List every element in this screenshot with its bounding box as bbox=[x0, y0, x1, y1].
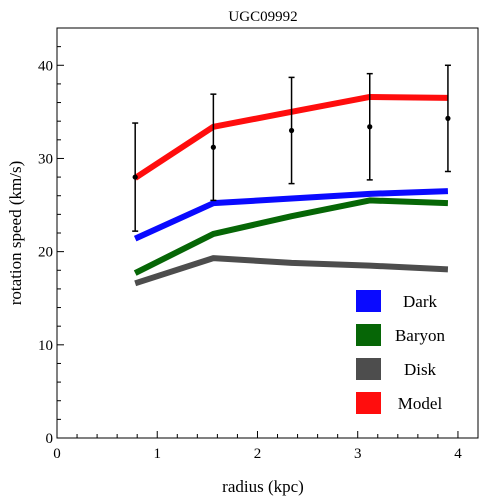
y-tick-label: 30 bbox=[38, 151, 53, 167]
chart-title: UGC09992 bbox=[228, 9, 297, 25]
x-tick-label: 1 bbox=[153, 446, 161, 462]
legend-swatch-dark bbox=[356, 290, 381, 312]
x-tick-label: 2 bbox=[254, 446, 262, 462]
x-tick-label: 3 bbox=[354, 446, 362, 462]
data-point bbox=[210, 144, 216, 150]
x-tick-label: 0 bbox=[53, 446, 61, 462]
legend-swatch-disk bbox=[356, 358, 381, 380]
series-line-baryon bbox=[133, 197, 449, 276]
data-point bbox=[367, 124, 373, 130]
legend-swatch-model bbox=[356, 392, 381, 414]
y-axis-label: rotation speed (km/s) bbox=[6, 161, 25, 305]
x-axis: 0 1 2 3 4 bbox=[53, 431, 462, 462]
legend: Dark Baryon Disk Model bbox=[345, 282, 466, 422]
y-tick-label: 40 bbox=[38, 58, 53, 74]
legend-swatch-baryon bbox=[356, 324, 381, 346]
series-line-dark bbox=[133, 188, 449, 242]
legend-label-dark: Dark bbox=[403, 292, 437, 311]
x-axis-label: radius (kpc) bbox=[222, 477, 304, 496]
legend-label-disk: Disk bbox=[404, 360, 437, 379]
y-tick-label: 20 bbox=[38, 245, 53, 261]
data-point bbox=[132, 174, 138, 180]
y-tick-label: 10 bbox=[38, 338, 53, 354]
data-point bbox=[288, 127, 295, 134]
legend-label-baryon: Baryon bbox=[395, 326, 446, 345]
y-tick-label: 0 bbox=[46, 431, 54, 447]
x-tick-label: 4 bbox=[454, 446, 462, 462]
legend-label-model: Model bbox=[398, 394, 443, 413]
data-point bbox=[445, 115, 451, 121]
observed-points bbox=[132, 64, 451, 232]
y-axis: 0 10 20 30 40 bbox=[38, 46, 64, 447]
series-line-disk bbox=[134, 255, 449, 287]
